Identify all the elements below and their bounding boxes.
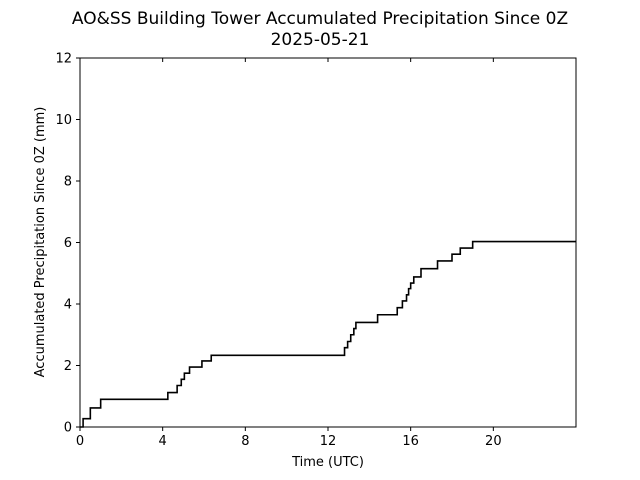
series-line-0: [80, 240, 576, 428]
x-tick-label-2: 8: [241, 434, 249, 449]
y-tick-label-1: 2: [64, 359, 72, 374]
chart-title: AO&SS Building Tower Accumulated Precipi…: [72, 9, 568, 29]
plot-area: 0 4 8 12 16 20 0 2 4 6 8 10 12: [55, 52, 577, 449]
y-tick-label-0: 0: [64, 421, 72, 436]
y-tick-label-6: 12: [55, 52, 72, 67]
plot-frame: [79, 57, 577, 428]
x-axis-label: Time (UTC): [291, 455, 364, 470]
chart-subtitle: 2025-05-21: [271, 30, 370, 50]
y-tick-label-4: 8: [64, 175, 72, 190]
x-tick-label-4: 16: [402, 434, 419, 449]
y-tick-label-5: 10: [55, 113, 72, 128]
y-tick-label-2: 4: [64, 298, 72, 313]
y-tick-label-3: 6: [64, 236, 72, 251]
x-tick-label-1: 4: [159, 434, 167, 449]
x-tick-label-3: 12: [320, 434, 337, 449]
y-axis-label: Accumulated Precipitation Since 0Z (mm): [33, 107, 48, 378]
x-tick-label-0: 0: [76, 434, 84, 449]
x-tick-label-5: 20: [485, 434, 502, 449]
